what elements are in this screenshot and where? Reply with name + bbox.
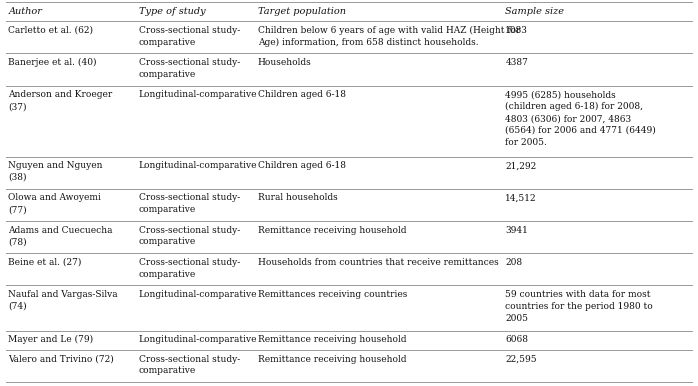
Text: Children below 6 years of age with valid HAZ (Height for
Age) information, from : Children below 6 years of age with valid… (258, 26, 520, 47)
Text: Anderson and Kroeger
(37): Anderson and Kroeger (37) (8, 90, 112, 111)
Text: Children aged 6-18: Children aged 6-18 (258, 90, 346, 99)
Text: Cross-sectional study-
comparative: Cross-sectional study- comparative (139, 26, 240, 47)
Text: Author: Author (8, 7, 43, 16)
Text: Adams and Cuecuecha
(78): Adams and Cuecuecha (78) (8, 226, 113, 247)
Text: Remittance receiving household: Remittance receiving household (258, 226, 406, 235)
Text: Cross-sectional study-
comparative: Cross-sectional study- comparative (139, 355, 240, 375)
Text: 208: 208 (505, 258, 523, 267)
Text: Sample size: Sample size (505, 7, 565, 16)
Text: Longitudinal-comparative: Longitudinal-comparative (139, 90, 258, 99)
Text: Households: Households (258, 58, 311, 67)
Text: Longitudinal-comparative: Longitudinal-comparative (139, 335, 258, 344)
Text: Cross-sectional study-
comparative: Cross-sectional study- comparative (139, 58, 240, 79)
Text: 3941: 3941 (505, 226, 528, 235)
Text: Nguyen and Nguyen
(38): Nguyen and Nguyen (38) (8, 161, 103, 182)
Text: 59 countries with data for most
countries for the period 1980 to
2005: 59 countries with data for most countrie… (505, 290, 653, 323)
Text: Naufal and Vargas-Silva
(74): Naufal and Vargas-Silva (74) (8, 290, 118, 311)
Text: Remittances receiving countries: Remittances receiving countries (258, 290, 407, 299)
Text: Cross-sectional study-
comparative: Cross-sectional study- comparative (139, 226, 240, 247)
Text: Beine et al. (27): Beine et al. (27) (8, 258, 82, 267)
Text: Mayer and Le (79): Mayer and Le (79) (8, 335, 94, 344)
Text: 21,292: 21,292 (505, 161, 537, 170)
Text: Remittance receiving household: Remittance receiving household (258, 355, 406, 364)
Text: Remittance receiving household: Remittance receiving household (258, 335, 406, 344)
Text: Cross-sectional study-
comparative: Cross-sectional study- comparative (139, 258, 240, 279)
Text: 4995 (6285) households
(children aged 6-18) for 2008,
4803 (6306) for 2007, 4863: 4995 (6285) households (children aged 6-… (505, 90, 656, 147)
Text: Households from countries that receive remittances: Households from countries that receive r… (258, 258, 498, 267)
Text: Type of study: Type of study (139, 7, 205, 16)
Text: Banerjee et al. (40): Banerjee et al. (40) (8, 58, 97, 67)
Text: Children aged 6-18: Children aged 6-18 (258, 161, 346, 170)
Text: Target population: Target population (258, 7, 346, 16)
Text: 22,595: 22,595 (505, 355, 537, 364)
Text: 1083: 1083 (505, 26, 528, 35)
Text: Longitudinal-comparative: Longitudinal-comparative (139, 290, 258, 299)
Text: Valero and Trivino (72): Valero and Trivino (72) (8, 355, 114, 364)
Text: Olowa and Awoyemi
(77): Olowa and Awoyemi (77) (8, 193, 101, 214)
Text: Cross-sectional study-
comparative: Cross-sectional study- comparative (139, 193, 240, 214)
Text: Carletto et al. (62): Carletto et al. (62) (8, 26, 94, 35)
Text: 4387: 4387 (505, 58, 528, 67)
Text: Rural households: Rural households (258, 193, 337, 202)
Text: 6068: 6068 (505, 335, 528, 344)
Text: Longitudinal-comparative: Longitudinal-comparative (139, 161, 258, 170)
Text: 14,512: 14,512 (505, 193, 537, 202)
